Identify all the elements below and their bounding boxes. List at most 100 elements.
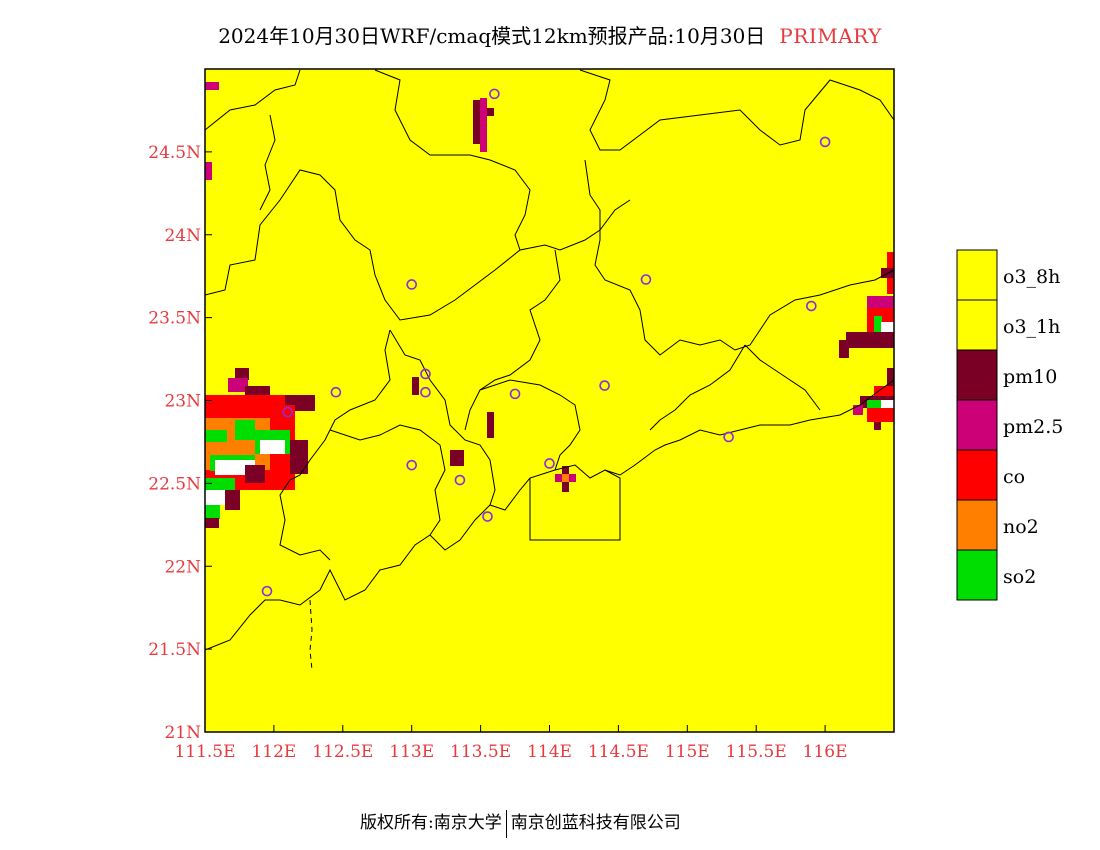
pollutant-cell bbox=[473, 100, 480, 144]
boundary-line bbox=[329, 424, 446, 536]
station-marker bbox=[420, 368, 431, 380]
boundary-line bbox=[744, 344, 821, 411]
pollutant-cell bbox=[562, 474, 569, 482]
boundary-line bbox=[479, 379, 581, 471]
x-tick-label: 115E bbox=[665, 742, 710, 762]
pollutant-cell bbox=[205, 430, 227, 442]
pollutant-cells bbox=[205, 82, 894, 528]
station-marker bbox=[489, 88, 500, 100]
pollutant-cell bbox=[205, 505, 220, 519]
boundaries bbox=[204, 69, 895, 671]
station-marker bbox=[509, 388, 521, 400]
boundary-line bbox=[389, 329, 496, 506]
legend-swatch bbox=[956, 299, 998, 351]
legend: o3_8h o3_1h pm10 pm2.5 co no2 so2 bbox=[956, 249, 1063, 601]
pollutant-cell bbox=[412, 377, 419, 395]
station-marker bbox=[261, 585, 273, 597]
x-tick-label: 116E bbox=[803, 742, 848, 762]
map-area bbox=[205, 69, 894, 732]
pollutant-cell bbox=[887, 252, 894, 268]
legend-swatch bbox=[956, 449, 998, 501]
station-marker bbox=[599, 380, 610, 391]
station-marker bbox=[806, 300, 817, 312]
title-main: 2024年10月30日WRF/cmaq模式12km预报产品:10月30日 bbox=[218, 24, 766, 48]
y-tick-label: 21N bbox=[164, 723, 201, 743]
station-marker bbox=[406, 279, 418, 290]
pollutant-cell bbox=[487, 108, 494, 116]
pollutant-cell bbox=[562, 482, 569, 492]
x-tick-label: 113E bbox=[389, 742, 434, 762]
legend-label: o3_1h bbox=[1003, 316, 1060, 338]
station-marker bbox=[420, 386, 431, 398]
title-tag: PRIMARY bbox=[779, 24, 882, 48]
station-marker bbox=[640, 274, 652, 285]
pollutant-cell bbox=[867, 308, 877, 340]
x-tick-label: 114E bbox=[527, 742, 572, 762]
boundary-line bbox=[579, 69, 895, 151]
legend-swatch bbox=[956, 249, 998, 301]
x-tick-label: 112E bbox=[251, 742, 296, 762]
boundary-line bbox=[309, 599, 313, 671]
pollutant-cell bbox=[562, 466, 569, 474]
x-tick-label: 114.5E bbox=[588, 742, 649, 762]
x-axis: 111.5E 112E 112.5E 113E 113.5E 114E 114.5E 115E… bbox=[174, 725, 848, 762]
y-tick-label: 23.5N bbox=[148, 309, 201, 329]
legend-swatch bbox=[956, 549, 998, 601]
pollutant-cell bbox=[839, 340, 849, 358]
station-marker bbox=[330, 386, 342, 398]
pollutant-cell bbox=[881, 400, 894, 408]
pollutant-cell bbox=[205, 162, 212, 180]
pollutant-cell bbox=[260, 440, 285, 454]
pollutant-cell bbox=[874, 316, 882, 332]
legend-label: o3_8h bbox=[1003, 266, 1060, 288]
station-marker bbox=[544, 458, 555, 469]
y-tick-label: 24.5N bbox=[148, 143, 201, 163]
pollutant-cell bbox=[487, 412, 494, 438]
pollutant-cell bbox=[245, 465, 265, 483]
pollutant-cell bbox=[205, 490, 225, 505]
boundary-line bbox=[204, 69, 301, 131]
footer-copyright: 版权所有:南京大学 南京创蓝科技有限公司 bbox=[360, 808, 681, 838]
legend-swatch bbox=[956, 349, 998, 401]
boundary-line bbox=[584, 159, 895, 356]
boundary-line bbox=[529, 469, 621, 541]
pollutant-cell bbox=[450, 450, 464, 466]
pollutant-cell bbox=[235, 420, 255, 440]
boundary-line bbox=[649, 344, 746, 431]
x-tick-label: 112.5E bbox=[312, 742, 373, 762]
station-marker bbox=[454, 474, 466, 486]
pollutant-cell bbox=[887, 278, 894, 294]
legend-label: co bbox=[1003, 466, 1025, 488]
footer-right: 南京创蓝科技有限公司 bbox=[510, 813, 681, 833]
boundary-line bbox=[464, 249, 561, 431]
legend-label: pm2.5 bbox=[1003, 416, 1063, 438]
boundary-line bbox=[374, 69, 531, 251]
pollutant-cell bbox=[205, 82, 219, 90]
x-tick-label: 113.5E bbox=[450, 742, 511, 762]
pollutant-cell bbox=[867, 408, 894, 422]
boundary-line bbox=[204, 169, 631, 321]
pollutant-cell bbox=[874, 422, 881, 430]
pollutant-cell bbox=[881, 322, 894, 332]
legend-label: so2 bbox=[1003, 566, 1036, 588]
pollutant-cell bbox=[874, 386, 894, 396]
pollutant-cell bbox=[853, 405, 863, 415]
footer-separator bbox=[505, 809, 507, 838]
pollutant-cell bbox=[480, 98, 487, 152]
pollutant-cell bbox=[235, 368, 249, 380]
legend-swatch bbox=[956, 499, 998, 551]
chart-title: 2024年10月30日WRF/cmaq模式12km预报产品:10月30日 PRIM… bbox=[0, 20, 1100, 49]
station-marker bbox=[482, 511, 493, 522]
y-tick-label: 21.5N bbox=[148, 640, 201, 660]
pollutant-cell bbox=[225, 490, 240, 510]
y-axis: 24.5N 24N 23.5N 23N 22.5N 22N 21.5N 21N bbox=[148, 143, 212, 743]
station-marker bbox=[819, 136, 831, 148]
coastline bbox=[204, 379, 895, 651]
pollutant-cell bbox=[867, 296, 894, 308]
y-tick-label: 22.5N bbox=[148, 474, 201, 494]
boundary-line bbox=[259, 114, 276, 211]
legend-swatch bbox=[956, 399, 998, 451]
station-marker bbox=[406, 459, 418, 471]
station-markers bbox=[261, 88, 831, 597]
